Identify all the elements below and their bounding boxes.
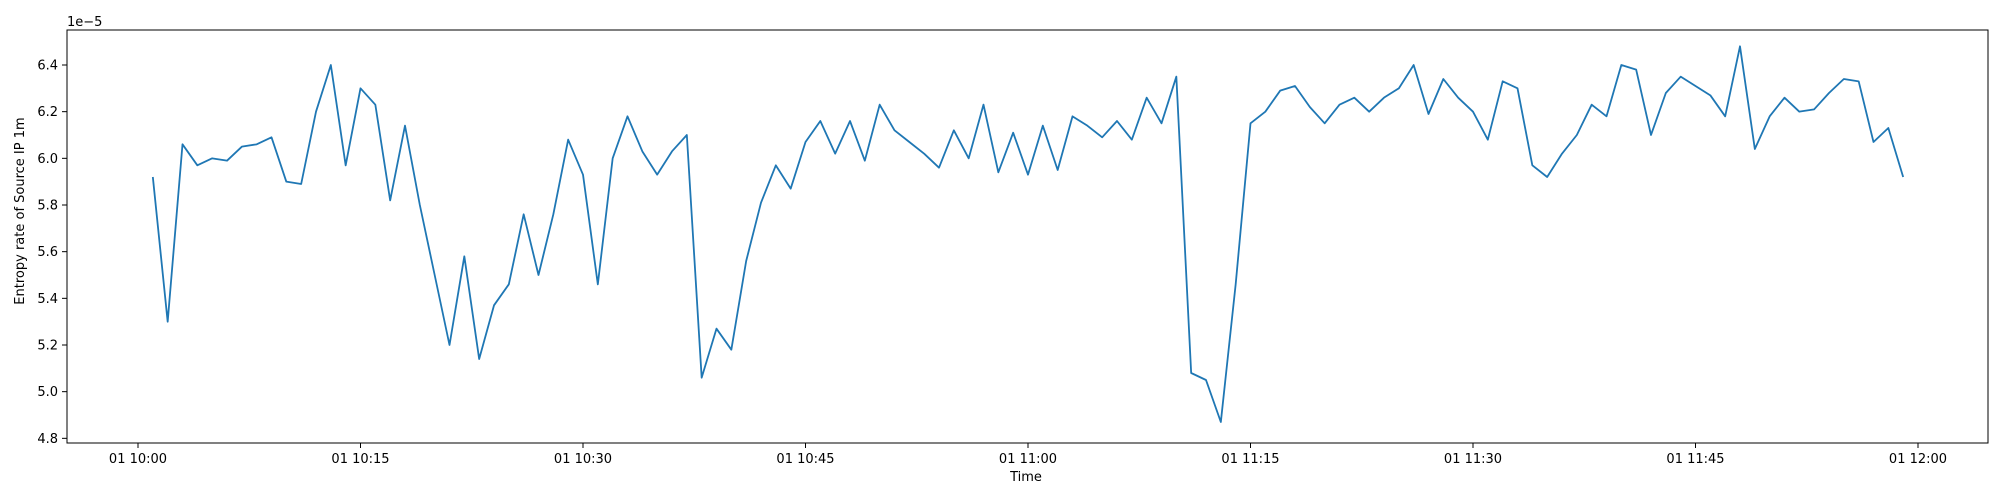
x-tick-label: 01 12:00	[1889, 452, 1947, 467]
y-tick-label: 5.6	[37, 245, 58, 260]
x-tick-label: 01 11:45	[1666, 452, 1724, 467]
y-tick-label: 5.0	[37, 385, 58, 400]
y-tick-label: 5.4	[37, 292, 58, 307]
x-tick-label: 01 10:15	[331, 452, 389, 467]
y-axis: 4.8 5.0 5.2 5.4 5.6 5.8 6.0 6.2 6.4	[37, 59, 67, 447]
y-tick-label: 5.2	[37, 339, 58, 354]
x-tick-label: 01 11:15	[1221, 452, 1279, 467]
x-tick-label: 01 11:00	[999, 452, 1057, 467]
y-tick-label: 6.0	[37, 152, 58, 167]
x-tick-label: 01 11:30	[1444, 452, 1502, 467]
x-axis: 01 10:00 01 10:15 01 10:30 01 10:45 01 11:00…	[109, 443, 1947, 467]
series-line	[151, 45, 1905, 423]
y-tick-label: 5.8	[37, 199, 58, 214]
y-tick-label: 4.8	[37, 432, 58, 447]
y-axis-label: Entropy rate of Source IP 1m	[13, 117, 28, 304]
y-offset-label: 1e−5	[67, 15, 102, 30]
x-tick-label: 01 10:45	[776, 452, 834, 467]
x-tick-label: 01 10:00	[109, 452, 167, 467]
y-tick-label: 6.2	[37, 105, 58, 120]
x-axis-label: Time	[1009, 470, 1042, 485]
y-tick-label: 6.4	[37, 59, 58, 74]
x-tick-label: 01 10:30	[554, 452, 612, 467]
